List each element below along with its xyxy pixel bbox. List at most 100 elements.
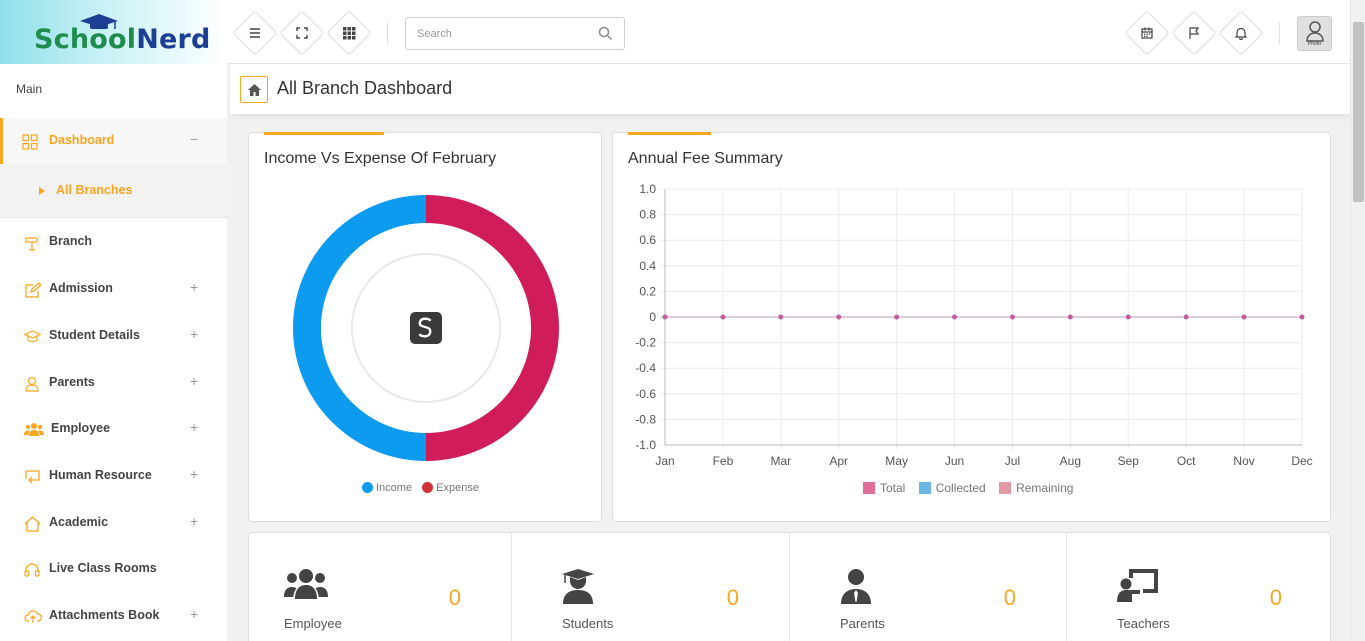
menu-toggle-button[interactable] [232, 10, 278, 56]
expand-icon [296, 27, 308, 39]
sidebar-item-employee[interactable]: Employee + [0, 409, 227, 449]
y-tick-label: 0.2 [639, 284, 656, 298]
y-tick-label: -0.2 [635, 336, 656, 350]
chalkboard-teacher-icon [1117, 569, 1158, 602]
stat-value: 0 [726, 585, 739, 610]
x-tick-label: Jun [945, 454, 964, 468]
x-tick-label: Sep [1118, 454, 1140, 468]
data-point-total[interactable] [720, 314, 726, 320]
divider [1279, 22, 1280, 44]
sidebar-item-label: Branch [49, 234, 93, 248]
sidebar-item-human-resource[interactable]: Human Resource + [0, 456, 227, 496]
legend-item-collected[interactable]: Collected [918, 481, 986, 495]
donut-chart [293, 195, 559, 461]
sidebar-submenu: All Branches [0, 164, 227, 218]
income-expense-card: Income Vs Expense Of February Income Exp… [248, 132, 602, 522]
stat-students[interactable]: 0 Students [512, 533, 790, 641]
sidebar-item-label: Academic [49, 515, 109, 529]
sidebar-item-dashboard[interactable]: Dashboard − [0, 121, 227, 161]
stat-label: Teachers [1117, 616, 1170, 631]
data-point-total[interactable] [662, 314, 668, 320]
sidebar-item-label: Live Class Rooms [49, 561, 157, 575]
x-tick-label: Oct [1177, 454, 1196, 468]
graduation-cap-icon [80, 14, 118, 29]
card-title: Income Vs Expense Of February [264, 150, 497, 167]
sidebar-item-branch[interactable]: Branch [0, 222, 227, 262]
expand-plus-icon[interactable]: + [190, 326, 199, 342]
calendar-button[interactable] [1124, 10, 1170, 56]
donut-legend: Income Expense [362, 482, 486, 494]
y-tick-label: -0.6 [635, 387, 656, 401]
legend-item-income[interactable]: Income [362, 482, 412, 494]
data-point-total[interactable] [1241, 314, 1247, 320]
data-point-total[interactable] [894, 314, 900, 320]
x-tick-label: Feb [713, 454, 734, 468]
graduate-icon [562, 569, 594, 604]
graduation-cap-icon [24, 330, 41, 343]
x-tick-label: May [885, 454, 908, 468]
card-accent [628, 132, 711, 135]
expand-plus-icon[interactable]: + [190, 279, 199, 295]
data-point-total[interactable] [1183, 314, 1189, 320]
sidebar-item-label: Human Resource [49, 468, 152, 482]
stat-teachers[interactable]: 0 Teachers [1067, 533, 1330, 641]
user-icon [1306, 21, 1324, 42]
search-box [405, 17, 625, 50]
exchange-icon [25, 470, 40, 484]
signpost-icon [25, 237, 39, 251]
expand-plus-icon[interactable]: + [190, 513, 199, 529]
scrollbar-thumb[interactable] [1353, 22, 1364, 202]
data-point-total[interactable] [778, 314, 784, 320]
search-input[interactable] [417, 18, 597, 49]
fullscreen-button[interactable] [279, 10, 325, 56]
stat-value: 0 [1269, 585, 1282, 610]
expand-plus-icon[interactable]: + [190, 606, 199, 622]
sidebar-item-label: Parents [49, 375, 95, 389]
page-scrollbar[interactable] [1350, 0, 1365, 641]
expand-plus-icon[interactable]: + [190, 419, 199, 435]
users-icon [24, 423, 44, 436]
stat-value: 0 [1003, 585, 1016, 610]
line-chart: 1.0 0.8 0.6 0.4 0.2 0 -0.2 -0.4 -0.6 -0.8 -1.0 Jan F… [635, 182, 1312, 468]
data-point-total[interactable] [1010, 314, 1015, 320]
donut-slice-income[interactable] [293, 195, 427, 461]
inner-ring [351, 253, 501, 403]
legend-item-expense[interactable]: Expense [422, 482, 479, 494]
cloud-upload-icon [24, 610, 42, 623]
user-avatar[interactable]: Photo [1297, 16, 1332, 51]
search-icon[interactable] [598, 26, 613, 41]
collapse-icon[interactable]: − [190, 131, 199, 147]
data-point-total[interactable] [1067, 314, 1073, 320]
card-accent [264, 132, 384, 135]
logo[interactable]: SchoolNerd [0, 0, 227, 64]
data-point-total[interactable] [836, 314, 842, 320]
home-button[interactable] [240, 76, 268, 103]
sidebar-item-academic[interactable]: Academic + [0, 503, 227, 543]
sidebar-item-parents[interactable]: Parents + [0, 363, 227, 403]
sidebar-section-label: Main [16, 82, 43, 96]
caret-right-icon [39, 187, 45, 195]
expand-plus-icon[interactable]: + [190, 373, 199, 389]
stat-value: 0 [448, 585, 461, 610]
sidebar-item-admission[interactable]: Admission + [0, 269, 227, 309]
data-point-total[interactable] [952, 314, 957, 320]
legend-item-remaining[interactable]: Remaining [999, 481, 1073, 495]
sidebar-item-student-details[interactable]: Student Details + [0, 316, 227, 356]
stat-parents[interactable]: 0 Parents [790, 533, 1067, 641]
donut-slice-expense[interactable] [425, 195, 559, 461]
stat-employee[interactable]: 0 Employee [249, 533, 512, 641]
notifications-button[interactable] [1218, 10, 1264, 56]
flag-button[interactable] [1171, 10, 1217, 56]
legend-item-total[interactable]: Total [863, 481, 905, 495]
data-point-total[interactable] [1299, 314, 1305, 320]
divider [387, 22, 388, 44]
sidebar-item-live-class-rooms[interactable]: Live Class Rooms [0, 549, 227, 589]
sidebar-item-attachments-book[interactable]: Attachments Book + [0, 596, 227, 636]
users-icon [284, 569, 328, 599]
apps-grid-button[interactable] [326, 10, 372, 56]
x-tick-label: Jan [655, 454, 674, 468]
sidebar-subitem-all-branches[interactable]: All Branches [56, 183, 133, 197]
expand-plus-icon[interactable]: + [190, 466, 199, 482]
data-point-total[interactable] [1125, 314, 1131, 320]
y-tick-label: -0.4 [635, 361, 656, 375]
